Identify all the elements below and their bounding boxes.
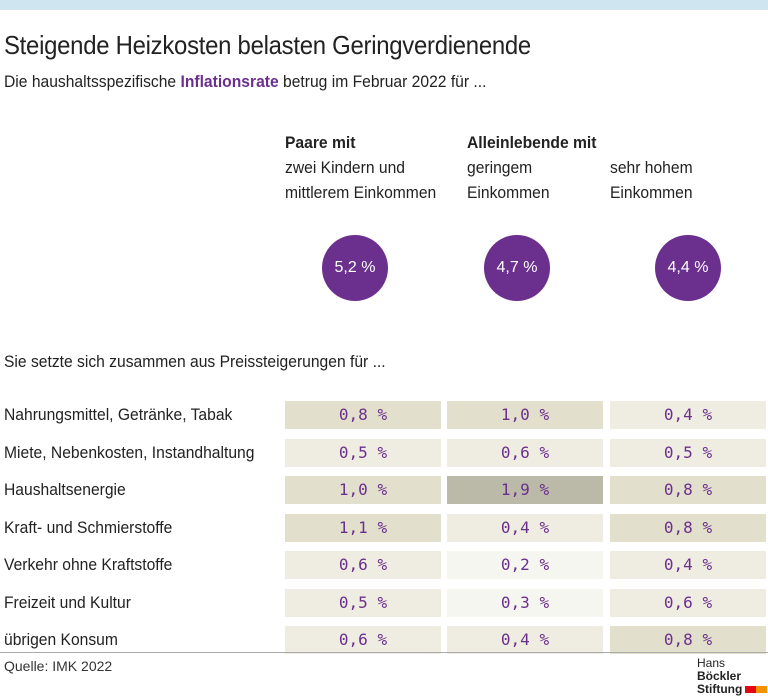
subtitle: Die haushaltsspezifische Inflationsrate … xyxy=(4,72,486,92)
column-line: zwei Kindern und xyxy=(285,158,405,177)
column-header-2: Alleinlebende mit geringem Einkommen xyxy=(467,130,596,205)
table-cell: 0,8 % xyxy=(610,513,766,542)
row-label: Freizeit und Kultur xyxy=(4,592,131,612)
subtitle-highlight: Inflationsrate xyxy=(180,72,279,91)
column-header-3: sehr hohem Einkommen xyxy=(610,155,693,205)
row-label: Haushaltsenergie xyxy=(4,480,126,499)
page-title: Steigende Heizkosten belasten Geringverd… xyxy=(4,30,531,60)
total-circle-2: 4,7 % xyxy=(484,235,550,301)
logo-text: Hans xyxy=(697,656,726,670)
table-cell: 0,4 % xyxy=(447,626,603,654)
total-circle-3: 4,4 % xyxy=(655,235,721,301)
logo-text: Böckler xyxy=(697,669,742,683)
row-label: Kraft- und Schmierstoffe xyxy=(4,517,173,537)
breakdown-intro: Sie setzte sich zusammen aus Preissteige… xyxy=(4,352,386,371)
subtitle-text: Die haushaltsspezifische xyxy=(4,72,181,91)
table-cell: 0,4 % xyxy=(610,401,766,429)
table-cell: 0,6 % xyxy=(447,438,603,467)
logo-bar-icon xyxy=(745,686,768,694)
table-cell: 0,5 % xyxy=(285,588,441,617)
table-cell: 0,3 % xyxy=(447,588,603,617)
row-label: übrigen Konsum xyxy=(4,630,118,649)
table-cell: 1,0 % xyxy=(285,476,441,504)
table-cell: 1,0 % xyxy=(447,401,603,429)
row-label: Nahrungsmittel, Getränke, Tabak xyxy=(4,405,233,424)
table-cell: 0,4 % xyxy=(447,513,603,542)
logo: Hans Böckler Stiftung xyxy=(697,657,768,696)
table-cell: 0,5 % xyxy=(285,438,441,467)
column-line: geringem xyxy=(467,158,533,177)
column-group: Paare mit xyxy=(285,133,356,152)
subtitle-text-end: betrug im Februar 2022 für ... xyxy=(278,72,487,91)
table-cell: 1,1 % xyxy=(285,513,441,542)
column-header-1: Paare mit zwei Kindern und mittlerem Einko… xyxy=(285,130,436,205)
row-label: Miete, Nebenkosten, Instandhaltung xyxy=(4,442,255,462)
table-cell: 0,4 % xyxy=(610,551,766,579)
column-line: Einkommen xyxy=(467,183,550,202)
table-cell: 1,9 % xyxy=(447,476,603,504)
column-line: mittlerem Einkommen xyxy=(285,183,437,202)
row-label: Verkehr ohne Kraftstoffe xyxy=(4,555,173,574)
column-line: sehr hohem xyxy=(610,158,693,177)
logo-text: Stiftung xyxy=(697,682,743,696)
total-circle-1: 5,2 % xyxy=(322,235,388,301)
column-line: Einkommen xyxy=(610,183,693,202)
table-cell: 0,8 % xyxy=(610,626,766,654)
column-group: Alleinlebende mit xyxy=(467,133,597,152)
table-cell: 0,6 % xyxy=(610,588,766,617)
divider xyxy=(0,652,768,653)
source: Quelle: IMK 2022 xyxy=(4,658,113,674)
table-cell: 0,8 % xyxy=(285,401,441,429)
table-cell: 0,2 % xyxy=(447,551,603,579)
table-cell: 0,6 % xyxy=(285,551,441,579)
table-cell: 0,8 % xyxy=(610,476,766,504)
table-cell: 0,6 % xyxy=(285,626,441,654)
table-cell: 0,5 % xyxy=(610,438,766,467)
top-bar xyxy=(0,0,768,10)
